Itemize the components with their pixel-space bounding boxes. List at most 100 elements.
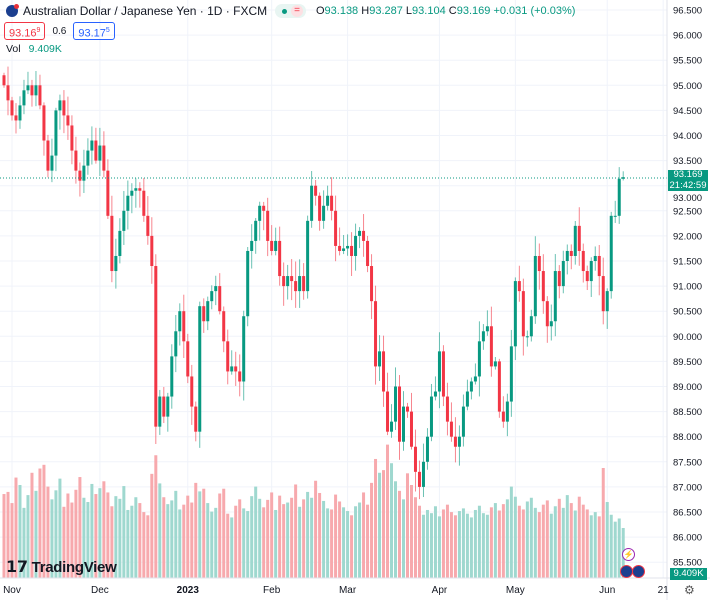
- volume-bar: [194, 482, 198, 578]
- volume-bar: [238, 499, 242, 578]
- candle-body: [390, 421, 394, 432]
- volume-bar: [589, 515, 593, 578]
- volume-legend[interactable]: Vol 9.409K: [6, 43, 62, 55]
- candle: [386, 372, 390, 436]
- price-axis[interactable]: 96.500 96.000 95.500 95.000 94.500 94.000 93.5…: [673, 6, 702, 569]
- candle-body: [577, 225, 581, 251]
- candle: [158, 389, 162, 435]
- candle-body: [10, 100, 14, 116]
- volume-bar: [302, 499, 306, 578]
- candle: [170, 344, 174, 409]
- volume-bar: [413, 497, 417, 578]
- candle: [565, 244, 569, 275]
- candle-body: [394, 386, 398, 422]
- candle-body: [46, 140, 50, 171]
- lightning-event-icon[interactable]: ⚡: [622, 548, 635, 561]
- volume-bar: [541, 504, 545, 578]
- buy-button[interactable]: 93.175: [73, 22, 115, 40]
- volume-bar: [78, 477, 82, 578]
- volume-bar: [242, 508, 246, 578]
- candle-body: [138, 188, 142, 191]
- candle-body: [565, 250, 569, 261]
- volume-bar: [525, 501, 529, 578]
- tradingview-logo[interactable]: 𝟭𝟳 TradingView: [6, 558, 117, 577]
- volume-bar: [254, 486, 258, 578]
- candle: [94, 127, 98, 164]
- volume-bar: [601, 467, 605, 578]
- candle: [90, 126, 94, 165]
- candle: [437, 332, 441, 409]
- candle: [294, 261, 298, 308]
- candle-body: [517, 281, 521, 292]
- candle-body: [338, 245, 342, 251]
- candle: [114, 238, 118, 289]
- candle: [210, 285, 214, 310]
- volume-bar: [402, 499, 405, 578]
- candle-body: [402, 406, 405, 442]
- candle-body: [445, 396, 449, 422]
- candle: [246, 247, 250, 327]
- time-tick-label: Dec: [91, 585, 109, 596]
- candle: [370, 254, 374, 320]
- candle-body: [274, 240, 278, 251]
- aud-jpy-flag-icon: [6, 4, 19, 17]
- candle: [230, 350, 234, 375]
- price-tick-label: 93.000: [673, 193, 702, 204]
- candle: [477, 321, 481, 397]
- volume-bar: [477, 505, 481, 578]
- volume-bar: [306, 491, 310, 578]
- volume-bar: [409, 485, 413, 578]
- volume-bar: [398, 490, 402, 578]
- candle: [314, 179, 318, 206]
- candle: [250, 224, 254, 269]
- candle: [126, 180, 130, 230]
- candle-body: [437, 351, 441, 392]
- symbol-title[interactable]: Australian Dollar / Japanese Yen · 1D · …: [23, 4, 268, 18]
- candle-body: [541, 271, 545, 302]
- candle: [298, 259, 302, 308]
- volume-bar: [2, 494, 6, 578]
- sell-button[interactable]: 93.169: [4, 22, 46, 40]
- settings-gear-icon[interactable]: ⚙: [684, 583, 695, 597]
- candle-body: [186, 341, 190, 377]
- time-tick-label: 2023: [177, 585, 200, 596]
- volume-bar: [314, 480, 318, 578]
- volume-bar: [174, 490, 178, 578]
- candle-body: [497, 361, 501, 412]
- time-axis[interactable]: Nov Dec 2023 Feb Mar Apr May Jun 21: [3, 585, 669, 596]
- candle-body: [238, 371, 242, 382]
- candle: [429, 383, 433, 442]
- candle: [34, 71, 38, 107]
- volume-bar: [386, 444, 390, 578]
- volume-bar: [222, 488, 226, 578]
- price-tick-label: 95.000: [673, 81, 702, 92]
- candle-body: [226, 341, 230, 372]
- candle: [30, 79, 34, 107]
- price-tick-label: 94.500: [673, 106, 702, 117]
- candle: [497, 358, 501, 418]
- volume-bar: [501, 504, 505, 578]
- volume-bar: [605, 502, 609, 578]
- volume-bar: [489, 507, 493, 578]
- candle-body: [54, 110, 58, 156]
- jpy-event-icon[interactable]: [632, 565, 645, 578]
- candle: [26, 71, 30, 95]
- candle: [214, 275, 218, 306]
- market-status[interactable]: =: [275, 4, 306, 18]
- volume-bar: [405, 473, 409, 578]
- volume-bar: [350, 515, 354, 578]
- candle: [110, 195, 114, 283]
- candle: [218, 273, 222, 315]
- candle-body: [94, 140, 98, 161]
- candle-body: [322, 205, 326, 221]
- candle: [134, 178, 138, 208]
- candle-body: [234, 366, 238, 372]
- candle-body: [110, 215, 114, 272]
- candle: [330, 177, 334, 221]
- volume-bar: [186, 495, 190, 578]
- candle-body: [549, 321, 553, 327]
- candle: [425, 428, 429, 470]
- trade-buttons: 93.169 0.6 93.175: [4, 22, 115, 40]
- volume-bar: [342, 507, 346, 578]
